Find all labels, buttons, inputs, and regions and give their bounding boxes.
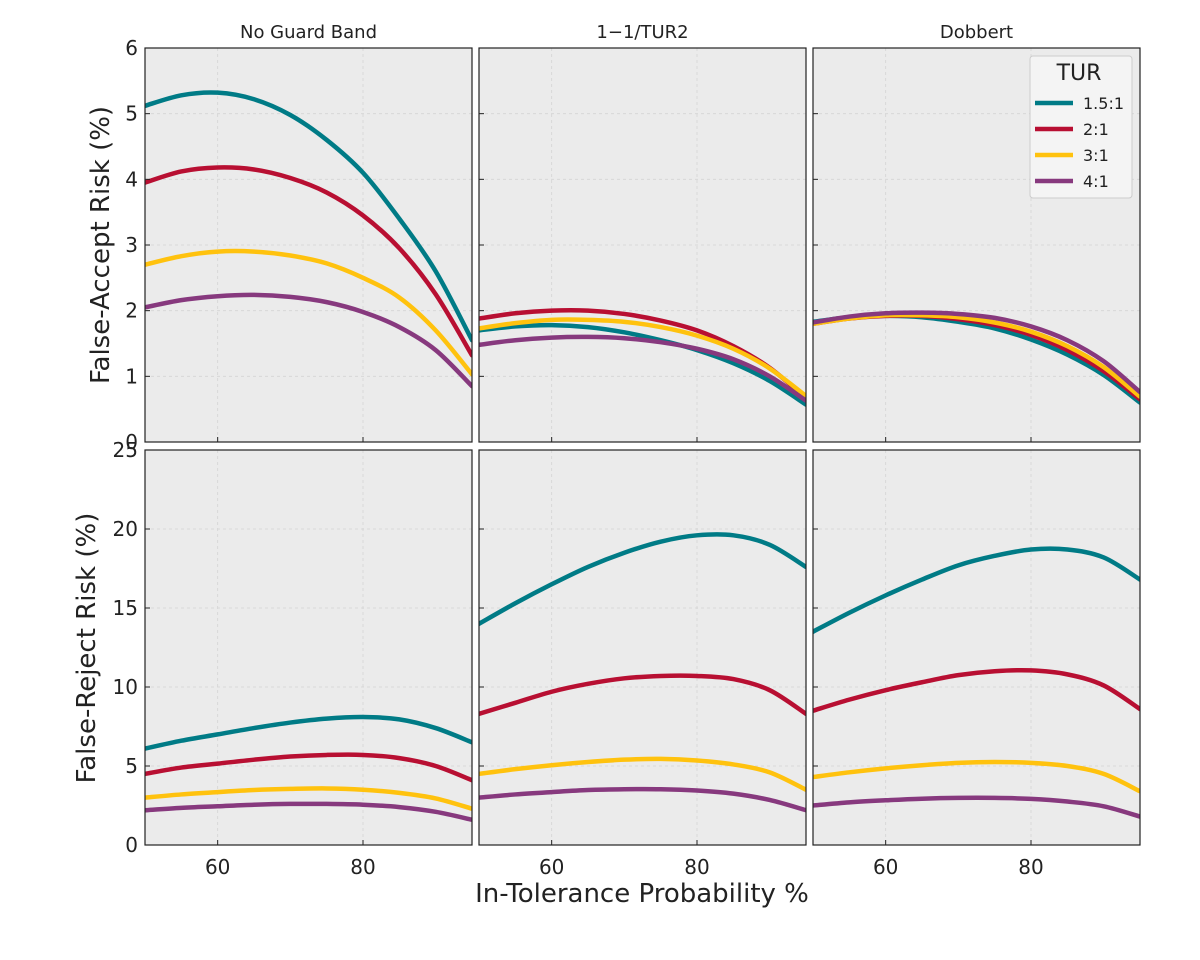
series-line-tur-3-1 [145,786,472,811]
y-tick-label: 5 [125,102,138,126]
x-tick-label: 80 [1018,855,1043,879]
series-lines [813,546,1140,819]
y-tick-label: 2 [125,299,138,323]
series-line-tur-1-5-1 [813,546,1140,634]
panel-title: Dobbert [940,22,1013,43]
legend-entries: 1.5:1 2:1 3:1 4:1 [1035,94,1124,191]
x-tick-label: 60 [873,855,898,879]
y-tick-label: 10 [113,675,138,699]
legend-label: 4:1 [1083,172,1109,191]
series-line-tur-2-1 [145,752,472,783]
x-tick-label: 60 [205,855,230,879]
y-tick-label: 0 [125,833,138,857]
legend-frame [1029,55,1133,199]
panel-false-accept-no-guard-band: 01234566080No Guard Band [125,22,473,476]
series-line-tur-1-5-1 [145,714,472,751]
panel-false-reject-dobbert: 60 80 [812,449,1141,879]
legend: TUR 1.5:1 2:1 3:1 4:1 [1029,55,1133,199]
y-tick-label: 25 [113,438,138,462]
series-line-tur-3-1 [813,759,1140,794]
panel-background [479,450,806,845]
series-line-tur-2-1 [479,673,806,717]
series-line-tur-1-5-1 [479,322,806,407]
panel-background [813,450,1140,845]
panel-background [145,450,472,845]
panel-title: No Guard Band [240,22,377,43]
x-tick-label: 80 [684,855,709,879]
panels-layer: 01234566080No Guard Band60801−1/TUR26080… [113,22,1141,879]
series-line-tur-4-1 [145,292,472,389]
series-line-tur-4-1 [813,310,1140,395]
panel-frame [478,449,807,846]
series-line-tur-2-1 [813,667,1140,713]
legend-entry: 3:1 [1035,146,1109,165]
series-lines [479,308,806,407]
x-tick-label: 80 [350,855,375,879]
series-line-tur-4-1 [479,334,806,403]
series-line-tur-3-1 [145,248,472,377]
series-line-tur-4-1 [145,801,472,822]
series-line-tur-3-1 [479,317,806,399]
series-lines [145,714,472,822]
y-axis-title-top: False-Accept Risk (%) [86,106,116,384]
y-axis-title-bottom: False-Reject Risk (%) [72,513,102,784]
series-lines [479,532,806,813]
y-tick-label: 5 [125,754,138,778]
panel-frame [144,449,473,846]
panel-title: 1−1/TUR2 [596,22,688,43]
y-tick-label: 6 [125,36,138,60]
legend-label: 1.5:1 [1083,94,1124,113]
series-line-tur-3-1 [479,756,806,792]
panel-false-accept-1-1-tur2: 60801−1/TUR2 [478,22,807,476]
panel-false-reject-1-1-tur2: 60 80 [478,449,807,879]
series-line-tur-4-1 [813,795,1140,819]
legend-label: 2:1 [1083,120,1109,139]
legend-entry: 2:1 [1035,120,1109,139]
series-line-tur-1-5-1 [145,90,472,343]
y-tick-label: 1 [125,364,138,388]
y-tick-label: 20 [113,517,138,541]
panel-frame [812,449,1141,846]
legend-label: 3:1 [1083,146,1109,165]
panel-false-reject-no-guard-band: 0 5 10 15 20 25 60 80 [113,438,473,879]
x-axis-title: In-Tolerance Probability % [475,879,809,909]
y-tick-label: 15 [113,596,138,620]
legend-entry: 1.5:1 [1035,94,1124,113]
y-tick-label: 0 [125,430,138,454]
legend-entry: 4:1 [1035,172,1109,191]
series-lines [813,310,1140,405]
series-lines [145,90,472,389]
series-line-tur-4-1 [479,786,806,813]
y-tick-label: 4 [125,167,138,191]
legend-title: TUR [1056,61,1102,86]
series-line-tur-1-5-1 [479,532,806,627]
series-line-tur-2-1 [145,165,472,358]
y-tick-label: 3 [125,233,138,257]
x-tick-label: 60 [539,855,564,879]
